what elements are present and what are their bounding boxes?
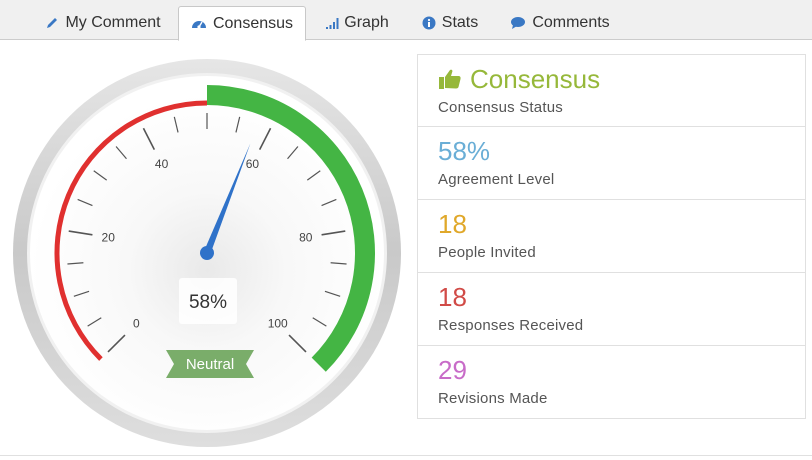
gauge-minor-tick xyxy=(324,290,341,297)
gauge-minor-tick xyxy=(306,170,321,181)
gauge-minor-tick xyxy=(235,116,241,133)
stat-value: 18 xyxy=(438,209,467,239)
gauge-arc-high xyxy=(206,85,375,372)
gauge-minor-tick xyxy=(67,262,84,265)
gauge-minor-tick xyxy=(115,146,127,160)
pencil-icon xyxy=(45,16,59,30)
tab-label: Comments xyxy=(532,14,610,31)
gauge-needle xyxy=(203,143,251,255)
gauge-arc-low xyxy=(54,100,208,361)
info-circle-icon xyxy=(422,16,436,30)
thumbs-up-icon xyxy=(438,68,462,90)
stat-value: 29 xyxy=(438,355,467,385)
gauge-needle-hub xyxy=(200,246,214,260)
gauge-tick-label: 100 xyxy=(268,317,288,331)
status-ribbon: Neutral xyxy=(166,350,254,378)
gauge-minor-tick xyxy=(73,290,90,297)
gauge-major-tick xyxy=(68,230,93,236)
stat-people-invited: 18 People Invited xyxy=(417,200,806,273)
gauge-tick-label: 60 xyxy=(246,157,260,171)
tab-bar: My Comment Consensus Graph Stats Comment… xyxy=(0,0,812,41)
tab-label: My Comment xyxy=(65,14,161,31)
dashboard-icon xyxy=(191,17,207,31)
gauge-major-tick xyxy=(258,127,272,151)
tab-graph[interactable]: Graph xyxy=(312,6,402,40)
stat-label: Responses Received xyxy=(438,317,584,334)
stat-label: Revisions Made xyxy=(438,390,548,407)
gauge-tick-label: 80 xyxy=(299,230,313,244)
stats-panel: Consensus Consensus Status 58% Agreement… xyxy=(417,54,806,419)
stat-value: Consensus xyxy=(438,64,805,94)
gauge-minor-tick xyxy=(330,262,347,265)
gauge-minor-tick xyxy=(321,198,337,207)
tab-comments[interactable]: Comments xyxy=(500,6,620,40)
stat-responses-received: 18 Responses Received xyxy=(417,273,806,346)
gauge-tick-label: 40 xyxy=(155,157,169,171)
gauge-minor-tick xyxy=(312,317,327,327)
stat-value: 18 xyxy=(438,282,467,312)
gauge-minor-tick xyxy=(173,116,179,133)
gauge-minor-tick xyxy=(87,317,102,327)
stat-label: People Invited xyxy=(438,244,536,261)
tab-stats[interactable]: Stats xyxy=(408,6,492,40)
stat-value: 58% xyxy=(438,136,491,166)
gauge-minor-tick xyxy=(287,146,299,160)
gauge-major-tick xyxy=(288,334,307,353)
gauge-major-tick xyxy=(321,230,346,236)
stat-agreement-level: 58% Agreement Level xyxy=(417,127,806,200)
tab-my-comment[interactable]: My Comment xyxy=(30,6,176,40)
tab-consensus[interactable]: Consensus xyxy=(178,6,306,41)
stat-revisions-made: 29 Revisions Made xyxy=(417,346,806,419)
gauge-minor-tick xyxy=(93,170,108,181)
gauge-value-box xyxy=(179,278,237,324)
gauge-tick-label: 0 xyxy=(133,317,140,331)
gauge-minor-tick xyxy=(77,198,93,207)
status-label: Neutral xyxy=(186,356,234,373)
gauge-value-text: 58% xyxy=(189,292,227,313)
stat-consensus-status: Consensus Consensus Status xyxy=(417,54,806,127)
tab-label: Consensus xyxy=(212,14,294,32)
gauge-major-tick xyxy=(142,127,156,151)
stat-label: Consensus Status xyxy=(438,99,563,116)
tab-label: Graph xyxy=(344,14,389,31)
speech-bubble-icon xyxy=(510,16,526,30)
gauge-tick-label: 20 xyxy=(102,230,116,244)
gauge-svg: 0 20 40 60 80 100 58% Neutral xyxy=(13,59,401,447)
signal-bars-icon xyxy=(325,16,341,30)
stat-label: Agreement Level xyxy=(438,171,555,188)
tab-label: Stats xyxy=(441,14,479,31)
gauge-major-tick xyxy=(107,334,126,353)
panel-bottom-border xyxy=(0,455,812,456)
consensus-gauge: 0 20 40 60 80 100 58% Neutral xyxy=(12,58,402,448)
